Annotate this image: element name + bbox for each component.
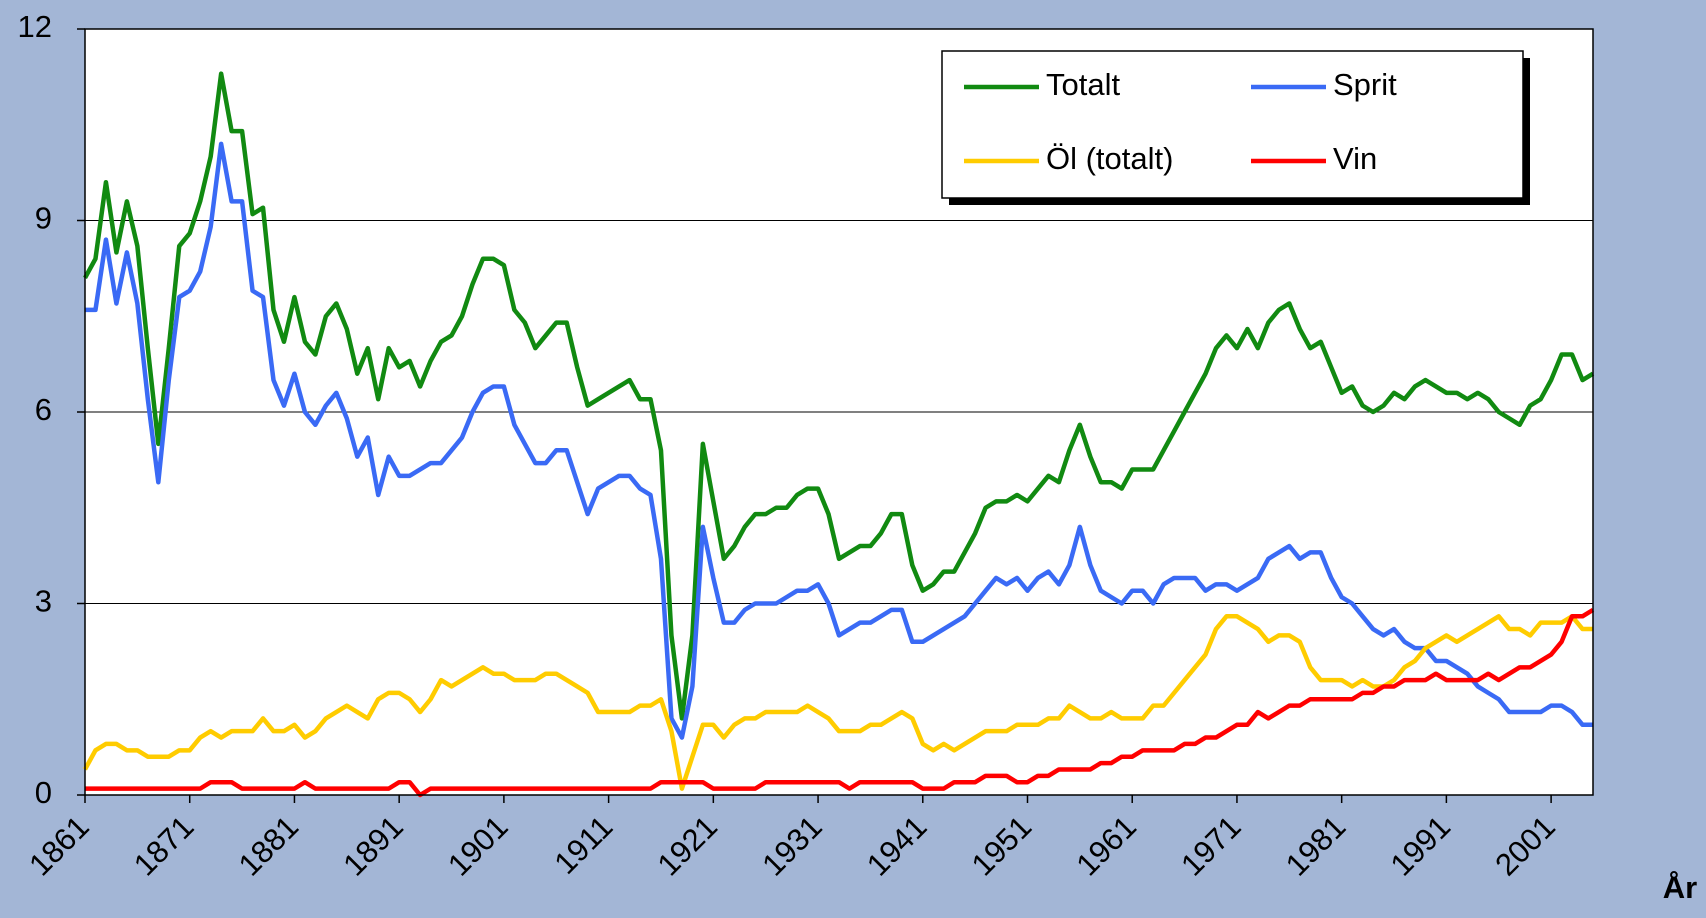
series-line bbox=[83, 614, 1593, 791]
x-tick-label: 1931 bbox=[755, 809, 829, 883]
series-line bbox=[83, 71, 1595, 721]
y-tick-label: 9 bbox=[35, 201, 52, 236]
lines bbox=[83, 71, 1595, 798]
series-line bbox=[85, 141, 1593, 740]
legend-label: Öl (totalt) bbox=[1046, 141, 1173, 176]
y-tick-label: 3 bbox=[35, 584, 52, 619]
legend-label: Totalt bbox=[1046, 67, 1120, 102]
y-tick-label: 12 bbox=[18, 9, 52, 44]
x-tick-label: 1941 bbox=[860, 809, 934, 883]
x-tick-label: 1961 bbox=[1069, 809, 1143, 883]
x-tick-label: 1901 bbox=[441, 809, 515, 883]
y-tick-label: 0 bbox=[35, 775, 52, 810]
x-tick-label: 1921 bbox=[651, 809, 725, 883]
x-tick-label: 1981 bbox=[1279, 809, 1353, 883]
x-tick-label: 1881 bbox=[232, 809, 306, 883]
axes: 0 3 6 9 12 1861 1871 1881 1891 1901 1911 1921 1931 19… bbox=[18, 9, 1562, 882]
y-tick-label: 6 bbox=[35, 392, 52, 427]
x-tick-label: 1951 bbox=[965, 809, 1039, 883]
series-line bbox=[85, 607, 1595, 798]
x-tick-label: 1991 bbox=[1384, 809, 1458, 883]
legend-label: Vin bbox=[1333, 141, 1377, 176]
x-tick-label: 1971 bbox=[1174, 809, 1248, 883]
legend: Totalt Sprit Öl (totalt) Vin bbox=[941, 50, 1530, 205]
x-axis-label: År bbox=[1663, 870, 1697, 905]
x-tick-label: 1891 bbox=[336, 809, 410, 883]
legend-label: Sprit bbox=[1333, 67, 1397, 102]
x-tick-label: 2001 bbox=[1488, 809, 1562, 883]
x-tick-label: 1871 bbox=[127, 809, 201, 883]
x-tick-label: 1861 bbox=[22, 809, 96, 883]
legend-box bbox=[941, 50, 1524, 199]
x-tick-label: 1911 bbox=[547, 809, 619, 881]
